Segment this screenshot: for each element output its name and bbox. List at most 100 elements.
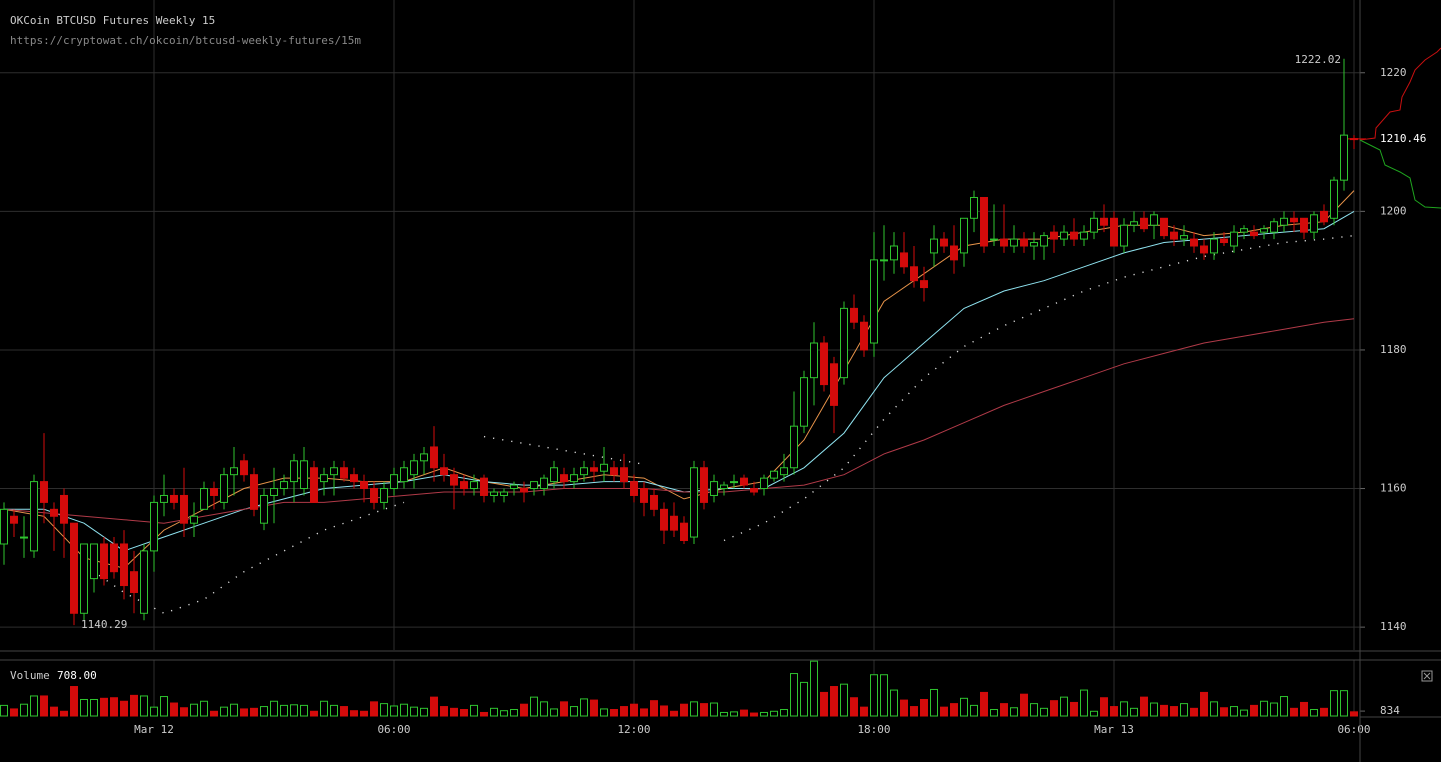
volume-bar: [900, 699, 908, 717]
volume-bar: [760, 711, 768, 717]
candle-body: [770, 470, 778, 479]
candle-body: [70, 522, 78, 614]
volume-bar: [1230, 706, 1238, 717]
candle-body: [320, 474, 328, 483]
volume-bar: [910, 706, 918, 717]
candle-body: [1140, 217, 1148, 230]
volume-bar: [580, 698, 588, 717]
volume-bar: [130, 694, 138, 717]
candle-body: [210, 488, 218, 496]
bid-depth: [1359, 139, 1441, 209]
candle-body: [580, 467, 588, 476]
volume-bar: [1060, 696, 1068, 717]
candle-body: [1150, 214, 1158, 226]
candle-body: [140, 550, 148, 614]
volume-bar: [160, 696, 168, 717]
candle-body: [990, 238, 998, 241]
volume-bar: [300, 704, 308, 717]
volume-bar: [840, 683, 848, 717]
volume-bar: [100, 697, 108, 717]
candle-body: [1050, 231, 1058, 240]
volume-bar: [150, 706, 158, 717]
volume-bar: [590, 699, 598, 717]
volume-bar: [350, 710, 358, 717]
candle-body: [1320, 210, 1328, 223]
candle-body: [340, 467, 348, 479]
volume-bar: [40, 695, 48, 717]
volume-bar: [190, 703, 198, 717]
volume-bar: [610, 709, 618, 717]
candle-body: [1310, 214, 1318, 233]
candle-body: [1260, 228, 1268, 233]
candle-body: [1090, 217, 1098, 233]
candle-body: [200, 488, 208, 510]
volume-bar: [1250, 704, 1258, 717]
y-tick-label: 1140: [1380, 620, 1407, 633]
candle-body: [620, 467, 628, 483]
candle-body: [1130, 221, 1138, 226]
candle-body: [1280, 217, 1288, 226]
volume-bar: [670, 710, 678, 717]
candle-body: [1020, 238, 1028, 247]
x-tick-label: 18:00: [857, 723, 890, 736]
candle-body: [590, 467, 598, 472]
candle-body: [1330, 179, 1338, 219]
candle-body: [780, 467, 788, 476]
volume-bar: [180, 707, 188, 717]
close-icon[interactable]: [1423, 672, 1431, 680]
volume-bar: [640, 708, 648, 717]
candle-body: [1190, 238, 1198, 247]
candle-body: [910, 266, 918, 282]
candle-body: [460, 481, 468, 490]
volume-bar: [290, 704, 298, 717]
volume-bar: [430, 696, 438, 717]
x-tick-label: 12:00: [617, 723, 650, 736]
y-tick-label: 1200: [1380, 204, 1407, 217]
volume-bar: [460, 709, 468, 717]
volume-bar: [340, 706, 348, 717]
volume-bar: [700, 703, 708, 717]
candle-body: [400, 467, 408, 483]
volume-bar: [1300, 701, 1308, 717]
volume-bar: [1040, 707, 1048, 717]
volume-bar: [220, 706, 228, 717]
volume-bar: [1220, 707, 1228, 717]
candle-body: [970, 196, 978, 219]
close-button[interactable]: [1421, 670, 1433, 682]
candle-body: [1200, 245, 1208, 254]
candle-body: [160, 494, 168, 503]
volume-bar: [750, 712, 758, 717]
volume-bar: [1110, 706, 1118, 717]
candle-body: [20, 536, 28, 539]
candle-body: [330, 467, 338, 476]
volume-bar: [10, 708, 18, 717]
candle-body: [850, 307, 858, 323]
volume-bar: [370, 701, 378, 717]
volume-bar: [1330, 690, 1338, 717]
volume-bar: [1080, 689, 1088, 717]
candle-body: [1120, 224, 1128, 247]
candle-body: [110, 543, 118, 573]
candle-body: [430, 446, 438, 469]
close-box[interactable]: [1421, 670, 1433, 682]
volume-bar: [1170, 706, 1178, 717]
chart-title: OKCoin BTCUSD Futures Weekly 15: [10, 14, 215, 27]
candle-body: [760, 477, 768, 490]
volume-bar: [50, 706, 58, 717]
candle-body: [520, 488, 528, 493]
volume-bar: [500, 710, 508, 717]
volume-bar: [480, 711, 488, 717]
volume-bar: [780, 709, 788, 717]
volume-bar: [170, 702, 178, 717]
volume-bar: [1280, 696, 1288, 717]
volume-bar: [470, 704, 478, 717]
candle-body: [150, 501, 158, 552]
volume-bar: [20, 703, 28, 717]
candle-body: [1210, 238, 1218, 254]
volume-bar: [30, 695, 38, 717]
volume-title: Volume: [10, 669, 50, 682]
volume-bar: [550, 708, 558, 717]
candle-body: [490, 491, 498, 496]
volume-bar: [1180, 703, 1188, 717]
